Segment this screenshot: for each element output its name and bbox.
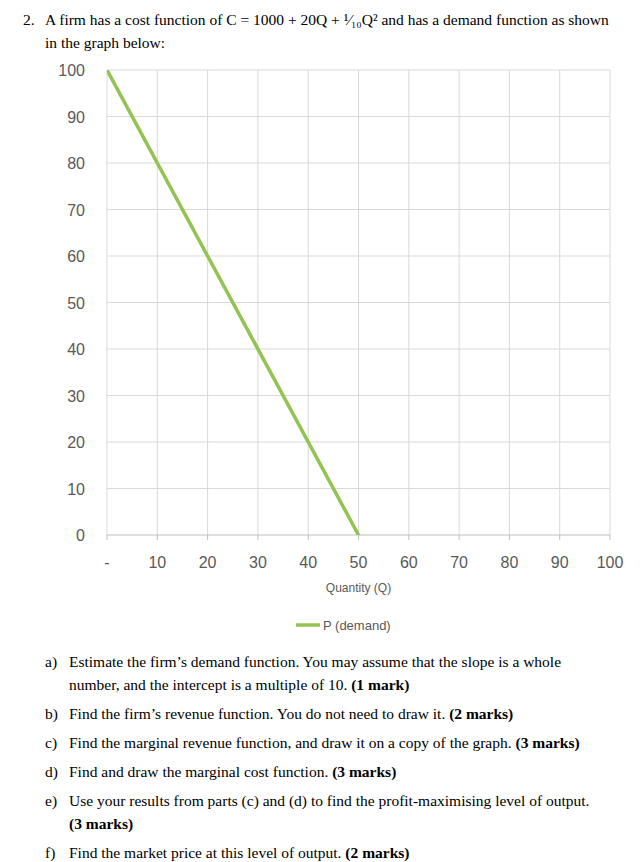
question-header: 2.A firm has a cost function of C = 1000…: [45, 8, 615, 54]
grid-line: [358, 70, 359, 535]
question-part: a) Estimate the firm’s demand function. Y…: [45, 650, 605, 696]
legend-label: P (demand): [323, 618, 391, 633]
part-text: Use your results from parts (c) and (d) …: [69, 792, 589, 809]
chart: 0 10 20 30 40 50 60 70 80 90 100 - 10 20 30 40 50 60 70 80 9…: [0, 0, 644, 650]
part-text: Estimate the firm’s demand function. You…: [69, 653, 561, 693]
x-tick: [358, 535, 359, 540]
question-text: A firm has a cost function of C = 1000 +…: [45, 11, 609, 51]
part-marks: (3 marks): [69, 815, 133, 832]
part-text: Find and draw the marginal cost function…: [69, 763, 328, 780]
part-marks: (3 marks): [332, 763, 396, 780]
part-label: e): [45, 789, 57, 812]
x-tick-label: 80: [501, 554, 519, 571]
y-tick-label: 20: [67, 434, 85, 451]
y-tick-label: 50: [67, 295, 85, 312]
x-tick-label: 90: [551, 554, 569, 571]
question-number: 2.: [23, 8, 35, 31]
plot-area: [107, 70, 359, 535]
y-tick-label: 90: [67, 109, 85, 126]
part-label: a): [45, 650, 57, 673]
demand-line: [107, 70, 359, 535]
y-tick-label: 80: [67, 155, 85, 172]
question-parts: a) Estimate the firm’s demand function. Y…: [45, 650, 605, 862]
question-part: e) Use your results from parts (c) and (d…: [45, 789, 605, 835]
y-tick-label: 60: [67, 248, 85, 265]
y-tick-label: 70: [67, 202, 85, 219]
part-label: d): [45, 760, 58, 783]
y-tick-label: 10: [67, 481, 85, 498]
grid-line: [308, 70, 309, 535]
x-tick-label: 10: [148, 554, 166, 571]
grid-line: [157, 70, 158, 535]
grid-line: [509, 70, 510, 535]
x-tick-label: -: [104, 554, 109, 571]
part-text: Find the marginal revenue function, and …: [69, 734, 512, 751]
grid-line: [257, 70, 258, 535]
x-tick: [459, 535, 460, 540]
question-part: c) Find the marginal revenue function, an…: [45, 731, 605, 754]
grid-line: [408, 70, 409, 535]
grid-line: [459, 70, 460, 535]
legend-swatch: [296, 623, 320, 627]
part-marks: (2 marks): [449, 705, 513, 722]
part-label: f): [45, 841, 55, 862]
part-label: b): [45, 702, 58, 725]
x-tick-label: 60: [400, 554, 418, 571]
x-tick-label: 50: [350, 554, 368, 571]
grid-line: [207, 70, 208, 535]
part-marks: (2 marks): [345, 844, 409, 861]
grid-line: [559, 70, 560, 535]
y-tick-label: 100: [58, 62, 85, 79]
y-tick-label: 30: [67, 388, 85, 405]
x-tick: [610, 535, 611, 540]
x-tick: [107, 535, 108, 540]
x-tick: [157, 535, 158, 540]
x-tick-label: 20: [199, 554, 217, 571]
part-marks: (3 marks): [516, 734, 580, 751]
x-tick: [207, 535, 208, 540]
x-tick: [408, 535, 409, 540]
x-tick: [509, 535, 510, 540]
x-tick: [308, 535, 309, 540]
part-text: Find the firm’s revenue function. You do…: [69, 705, 445, 722]
x-tick: [257, 535, 258, 540]
part-label: c): [45, 731, 57, 754]
part-text: Find the market price at this level of o…: [69, 844, 341, 861]
question-part: f) Find the market price at this level of…: [45, 841, 605, 862]
x-tick-label: 40: [299, 554, 317, 571]
grid-line: [610, 70, 611, 535]
question-part: b) Find the firm’s revenue function. You …: [45, 702, 605, 725]
question-part: d) Find and draw the marginal cost functi…: [45, 760, 605, 783]
x-tick: [559, 535, 560, 540]
grid-line: [107, 70, 108, 535]
y-tick-label: 0: [76, 527, 85, 544]
x-axis-title: Quantity (Q): [326, 581, 391, 595]
x-tick-label: 100: [597, 554, 624, 571]
y-tick-label: 40: [67, 341, 85, 358]
part-marks: (1 mark): [351, 676, 409, 693]
x-tick-label: 70: [450, 554, 468, 571]
x-tick-label: 30: [249, 554, 267, 571]
